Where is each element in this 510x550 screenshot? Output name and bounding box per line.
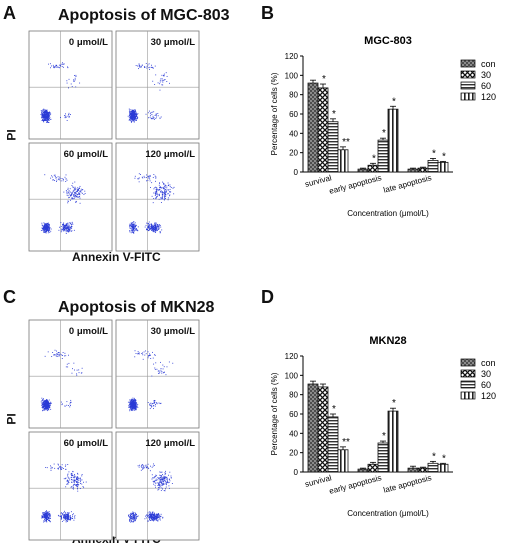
y-axis-label: Percentage of cells (%) <box>270 72 279 155</box>
concentration-label: 120 μmol/L <box>145 149 195 160</box>
bar-120-0 <box>337 449 349 473</box>
panel-letter-c: C <box>3 287 16 307</box>
bar-con-0 <box>307 383 319 473</box>
legend-label-30: 30 <box>481 369 491 379</box>
bar-60-0 <box>327 416 339 473</box>
legend-swatch-30 <box>460 369 476 378</box>
concentration-label: 60 μmol/L <box>64 149 109 160</box>
flow-title-a: Apoptosis of MGC-803 <box>58 7 230 24</box>
flow-plot-1: 0 μmol/L <box>28 30 113 140</box>
y-tick-label: 100 <box>285 71 299 80</box>
panel-letter-a: A <box>3 3 16 23</box>
y-tick-label: 100 <box>285 371 299 380</box>
concentration-label: 0 μmol/L <box>69 326 108 337</box>
legend-swatch-con <box>460 59 476 68</box>
legend-label-con: con <box>481 358 496 368</box>
legend-label-60: 60 <box>481 81 491 91</box>
flow-plot-3: 60 μmol/L <box>28 431 113 541</box>
concentration-label: 60 μmol/L <box>64 438 109 449</box>
flow-plot-1: 0 μmol/L <box>28 319 113 429</box>
bar-con-2 <box>407 467 419 473</box>
bar-120-2 <box>437 463 449 473</box>
significance-star: * <box>442 151 446 162</box>
y-tick-label: 0 <box>294 468 299 477</box>
significance-star: ** <box>342 137 350 148</box>
y-tick-label: 80 <box>289 391 298 400</box>
legend-swatch-60 <box>460 81 476 90</box>
category-label: early apoptosis <box>328 473 382 496</box>
bar-30-0 <box>317 386 329 473</box>
bar-60-2 <box>427 462 439 473</box>
concentration-label: 120 μmol/L <box>145 438 195 449</box>
category-label: late apoptosis <box>382 473 432 494</box>
significance-star: * <box>332 404 336 415</box>
significance-star: * <box>372 153 376 164</box>
significance-star: * <box>392 96 396 107</box>
y-tick-label: 60 <box>289 110 298 119</box>
concentration-label: 30 μmol/L <box>151 326 196 337</box>
bar-30-2 <box>417 467 429 473</box>
panel-letter-d: D <box>261 287 274 307</box>
flow-plot-4: 120 μmol/L <box>115 142 200 252</box>
y-tick-label: 120 <box>285 52 299 61</box>
annexin-label-a: Annexin V-FITC <box>72 250 161 264</box>
significance-star: * <box>432 148 436 159</box>
y-tick-label: 0 <box>294 168 299 177</box>
panel-letter-b: B <box>261 3 274 23</box>
legend-swatch-120 <box>460 391 476 400</box>
significance-star: * <box>432 451 436 462</box>
x-axis-label: Concentration (μmol/L) <box>347 209 429 218</box>
bar-120-1 <box>387 410 399 473</box>
y-tick-label: 20 <box>289 149 298 158</box>
significance-star: * <box>392 398 396 409</box>
flow-plot-4: 120 μmol/L <box>115 431 200 541</box>
x-axis-label: Concentration (μmol/L) <box>347 509 429 518</box>
legend-label-con: con <box>481 59 496 69</box>
y-tick-label: 120 <box>285 352 299 361</box>
legend-swatch-con <box>460 358 476 367</box>
significance-star: * <box>322 74 326 85</box>
concentration-label: 30 μmol/L <box>151 37 196 48</box>
legend-label-60: 60 <box>481 380 491 390</box>
legend-label-120: 120 <box>481 92 496 102</box>
concentration-label: 0 μmol/L <box>69 37 108 48</box>
bar-60-1 <box>377 442 389 473</box>
significance-star: * <box>442 453 446 464</box>
chart-title: MGC-803 <box>364 35 412 47</box>
y-tick-label: 40 <box>289 129 298 138</box>
significance-star: * <box>332 109 336 120</box>
flow-plot-3: 60 μmol/L <box>28 142 113 252</box>
y-tick-label: 20 <box>289 449 298 458</box>
legend-swatch-60 <box>460 380 476 389</box>
significance-star: * <box>382 128 386 139</box>
significance-star: ** <box>342 437 350 448</box>
flow-plot-2: 30 μmol/L <box>115 319 200 429</box>
y-tick-label: 60 <box>289 410 298 419</box>
bar-con-1 <box>357 468 369 473</box>
legend-label-120: 120 <box>481 391 496 401</box>
y-tick-label: 80 <box>289 91 298 100</box>
y-axis-label: Percentage of cells (%) <box>270 372 279 455</box>
flow-plot-2: 30 μmol/L <box>115 30 200 140</box>
legend-swatch-30 <box>460 70 476 79</box>
bar-30-1 <box>367 463 379 473</box>
legend-swatch-120 <box>460 92 476 101</box>
y-tick-label: 40 <box>289 429 298 438</box>
legend-label-30: 30 <box>481 70 491 80</box>
significance-star: * <box>382 431 386 442</box>
chart-title: MKN28 <box>369 335 406 347</box>
flow-title-c: Apoptosis of MKN28 <box>58 299 215 316</box>
